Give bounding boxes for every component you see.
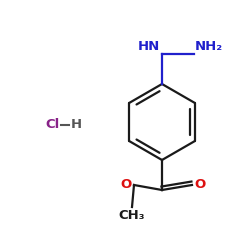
Text: O: O [121, 178, 132, 192]
Text: H: H [71, 118, 82, 132]
Text: CH₃: CH₃ [119, 209, 145, 222]
Text: NH₂: NH₂ [195, 40, 223, 53]
Text: Cl: Cl [45, 118, 59, 132]
Text: O: O [194, 178, 205, 192]
Text: HN: HN [138, 40, 160, 53]
